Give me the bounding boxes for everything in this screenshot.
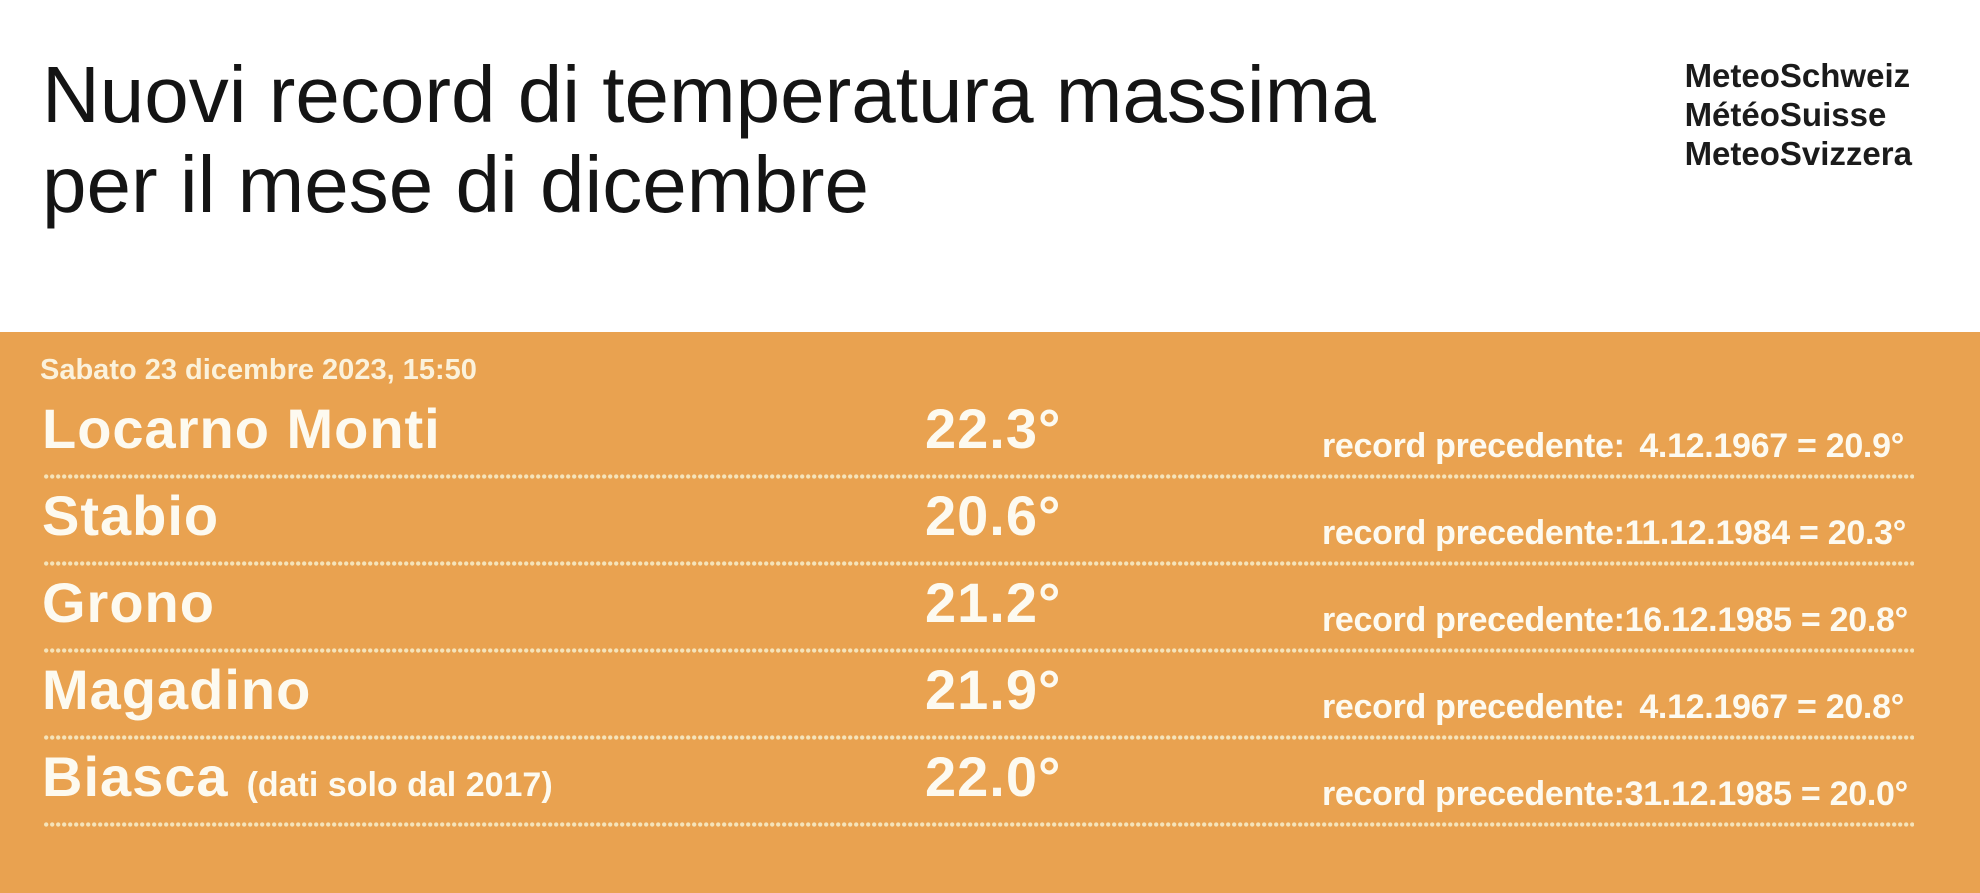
station-name: Biasca (dati solo dal 2017) [42,744,553,809]
previous-record-value: 16.12.1985 = 20.8° [1624,601,1909,639]
previous-record: record precedente: 11.12.1984 = 20.3° [1322,514,1907,553]
station-name-text: Grono [42,571,215,634]
station-name-text: Magadino [42,658,312,721]
logo-line-german: MeteoSchweiz [1684,57,1911,94]
table-row-stabio: Stabio 20.6° record precedente: 11.12.19… [42,479,1914,566]
table-row-grono: Grono 21.2° record precedente: 16.12.198… [42,566,1914,653]
table-row-biasca: Biasca (dati solo dal 2017) 22.0° record … [42,740,1914,827]
timestamp: Sabato 23 dicembre 2023, 15:50 [40,354,477,386]
previous-record: record precedente: 4.12.1967 = 20.9° [1322,427,1904,466]
previous-record: record precedente: 16.12.1985 = 20.8° [1322,601,1908,640]
page-title: Nuovi record di temperatura massima per … [42,50,1376,230]
page-title-line2: per il mese di dicembre [42,140,869,229]
station-name: Stabio [42,483,219,548]
station-name: Magadino [42,657,311,722]
station-name-text: Locarno Monti [42,397,441,460]
temperature-value: 20.6° [925,484,1062,547]
station-name-text: Biasca [42,745,229,808]
temperature-value: 21.2° [925,571,1062,634]
previous-record-value: 4.12.1967 = 20.8° [1639,688,1904,726]
previous-record: record precedente: 4.12.1967 = 20.8° [1322,688,1904,727]
temperature-value: 21.9° [925,658,1062,721]
table-row-magadino: Magadino 21.9° record precedente: 4.12.1… [42,653,1914,740]
station-name: Grono [42,570,215,635]
previous-record-label: record precedente: [1322,688,1625,726]
page-title-line1: Nuovi record di temperatura massima [42,50,1376,139]
temperature-value: 22.0° [925,745,1062,808]
station-name: Locarno Monti [42,396,441,461]
temperature-value: 22.3° [925,397,1062,460]
records-panel: Sabato 23 dicembre 2023, 15:50 Locarno M… [0,332,1980,893]
station-note: (dati solo dal 2017) [246,766,553,804]
previous-record-label: record precedente: [1322,601,1625,639]
header: Nuovi record di temperatura massima per … [0,0,1980,332]
previous-record-value: 11.12.1984 = 20.3° [1624,514,1907,552]
previous-record-label: record precedente: [1322,775,1625,813]
previous-record: record precedente: 31.12.1985 = 20.0° [1322,775,1908,814]
logo-line-french: MétéoSuisse [1684,96,1887,133]
previous-record-label: record precedente: [1322,427,1625,465]
logo-line-italian: MeteoSvizzera [1684,135,1912,172]
table-row-locarno-monti: Locarno Monti 22.3° record precedente: 4… [42,392,1914,479]
meteoswiss-logo: MeteoSchweiz MétéoSuisse MeteoSvizzera [1685,56,1912,173]
previous-record-value: 31.12.1985 = 20.0° [1624,775,1909,813]
previous-record-value: 4.12.1967 = 20.9° [1639,427,1904,465]
previous-record-label: record precedente: [1322,514,1625,552]
station-name-text: Stabio [42,484,220,547]
